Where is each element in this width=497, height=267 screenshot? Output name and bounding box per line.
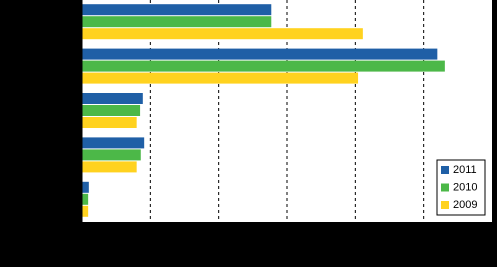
bar: [82, 205, 89, 217]
bar: [82, 105, 141, 116]
legend-label: 2009: [453, 199, 477, 211]
legend-label: 2011: [453, 164, 477, 176]
legend-swatch: [441, 166, 449, 174]
bar: [82, 117, 137, 128]
legend-swatch: [441, 183, 449, 192]
bar: [82, 161, 137, 173]
bar: [82, 193, 89, 205]
bar: [82, 16, 272, 28]
bar: [82, 137, 145, 149]
legend-label: 2010: [453, 181, 477, 193]
bar: [82, 149, 141, 161]
bar: [82, 28, 363, 40]
bar: [82, 72, 359, 84]
bar: [82, 48, 438, 60]
bar: [82, 60, 445, 72]
bar: [82, 4, 272, 16]
legend-swatch: [441, 201, 449, 209]
bar: [82, 93, 143, 104]
bar: [82, 181, 89, 193]
